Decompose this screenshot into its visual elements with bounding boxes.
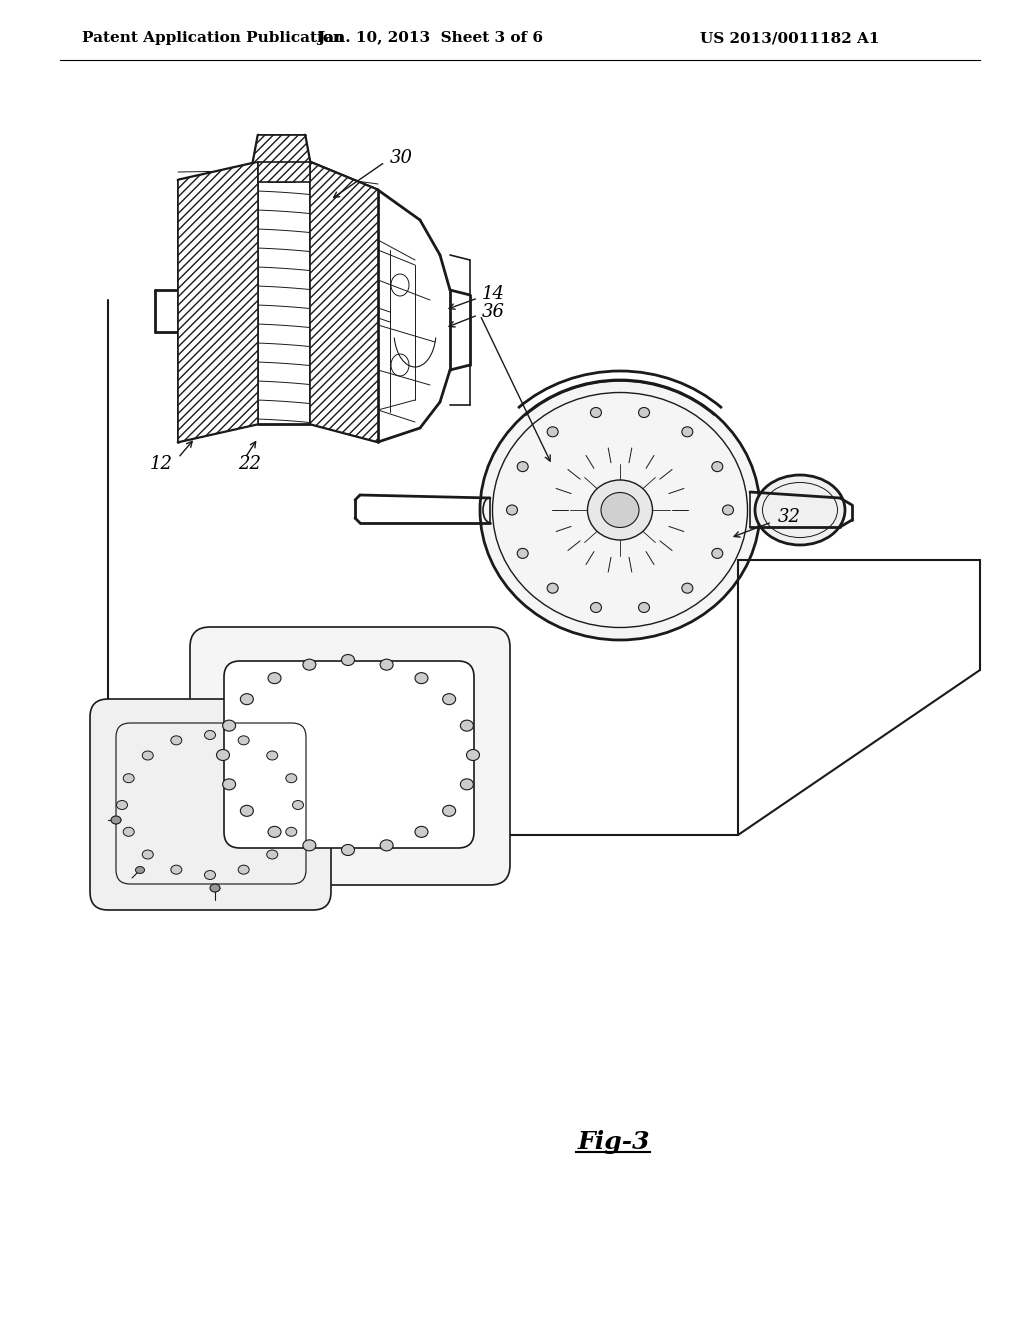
Text: US 2013/0011182 A1: US 2013/0011182 A1 — [700, 30, 880, 45]
Ellipse shape — [293, 800, 303, 809]
Ellipse shape — [517, 462, 528, 471]
Ellipse shape — [461, 721, 473, 731]
Ellipse shape — [517, 548, 528, 558]
Ellipse shape — [547, 426, 558, 437]
Text: 32: 32 — [778, 508, 801, 525]
Text: 12: 12 — [150, 455, 173, 473]
Ellipse shape — [461, 779, 473, 789]
Ellipse shape — [205, 870, 215, 879]
Ellipse shape — [123, 828, 134, 837]
Ellipse shape — [142, 751, 154, 760]
Ellipse shape — [712, 462, 723, 471]
Ellipse shape — [239, 735, 249, 744]
FancyBboxPatch shape — [224, 661, 474, 847]
Ellipse shape — [222, 779, 236, 789]
Ellipse shape — [268, 826, 281, 837]
Ellipse shape — [123, 774, 134, 783]
Ellipse shape — [286, 774, 297, 783]
Ellipse shape — [682, 583, 693, 593]
Ellipse shape — [222, 721, 236, 731]
Text: 30: 30 — [390, 149, 413, 168]
Ellipse shape — [380, 659, 393, 671]
Ellipse shape — [266, 751, 278, 760]
Ellipse shape — [142, 850, 154, 859]
Ellipse shape — [171, 735, 182, 744]
Text: 36: 36 — [482, 304, 505, 321]
FancyBboxPatch shape — [190, 627, 510, 884]
Ellipse shape — [266, 850, 278, 859]
Ellipse shape — [171, 865, 182, 874]
FancyBboxPatch shape — [90, 700, 331, 909]
Ellipse shape — [755, 475, 845, 545]
Ellipse shape — [111, 816, 121, 824]
Ellipse shape — [588, 480, 652, 540]
Polygon shape — [310, 162, 378, 442]
Ellipse shape — [341, 655, 354, 665]
Ellipse shape — [135, 866, 144, 874]
Polygon shape — [258, 162, 310, 182]
Ellipse shape — [210, 884, 220, 892]
Ellipse shape — [239, 865, 249, 874]
Ellipse shape — [712, 548, 723, 558]
Polygon shape — [253, 135, 310, 182]
Ellipse shape — [117, 800, 128, 809]
Ellipse shape — [547, 583, 558, 593]
Ellipse shape — [467, 750, 479, 760]
Ellipse shape — [682, 426, 693, 437]
Ellipse shape — [723, 506, 733, 515]
Ellipse shape — [507, 506, 517, 515]
Ellipse shape — [216, 750, 229, 760]
Ellipse shape — [639, 602, 649, 612]
Ellipse shape — [415, 673, 428, 684]
Ellipse shape — [591, 602, 601, 612]
Ellipse shape — [303, 659, 315, 671]
Text: Fig-3: Fig-3 — [578, 1130, 650, 1154]
Text: 14: 14 — [482, 285, 505, 304]
Ellipse shape — [268, 673, 281, 684]
Text: Patent Application Publication: Patent Application Publication — [82, 30, 344, 45]
Ellipse shape — [480, 380, 760, 640]
Ellipse shape — [241, 694, 253, 705]
Ellipse shape — [442, 805, 456, 816]
Ellipse shape — [341, 845, 354, 855]
Ellipse shape — [639, 408, 649, 417]
Text: Jan. 10, 2013  Sheet 3 of 6: Jan. 10, 2013 Sheet 3 of 6 — [317, 30, 543, 45]
Ellipse shape — [380, 840, 393, 851]
Ellipse shape — [241, 805, 253, 816]
Ellipse shape — [303, 840, 315, 851]
Ellipse shape — [415, 826, 428, 837]
Ellipse shape — [591, 408, 601, 417]
Ellipse shape — [286, 828, 297, 837]
Ellipse shape — [205, 730, 215, 739]
Ellipse shape — [601, 492, 639, 528]
Ellipse shape — [442, 694, 456, 705]
Polygon shape — [178, 162, 258, 442]
Text: 22: 22 — [238, 455, 261, 473]
